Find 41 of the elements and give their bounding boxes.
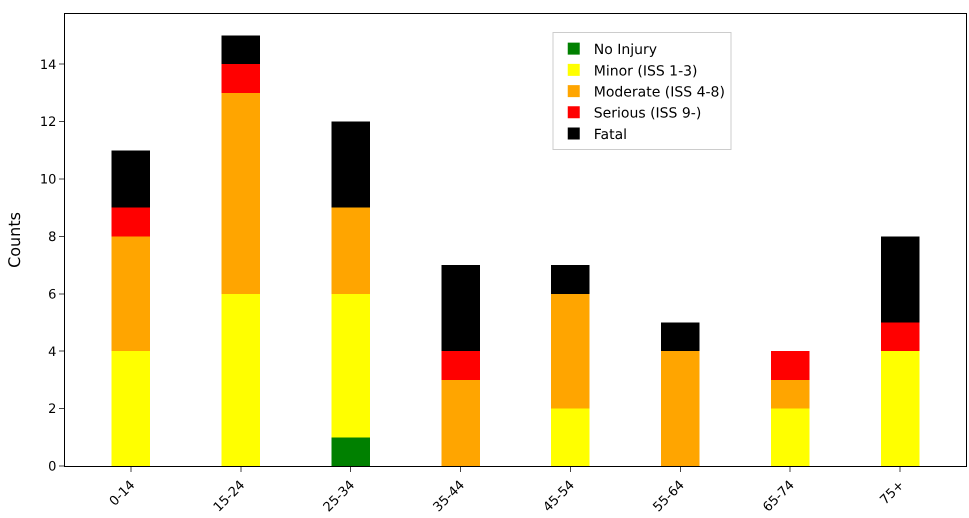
y-tick-label: 4 (48, 344, 56, 360)
bar (112, 150, 150, 208)
bar (441, 380, 480, 466)
y-tick-label: 0 (48, 460, 56, 475)
legend-label: Fatal (594, 126, 628, 143)
y-tick-label: 12 (40, 115, 56, 130)
bar (331, 122, 370, 208)
bar (551, 294, 590, 409)
y-tick-label: 14 (40, 58, 56, 73)
bar (112, 236, 150, 352)
legend-label: Moderate (ISS 4-8) (594, 84, 725, 101)
bar (551, 265, 590, 294)
y-tick-label: 8 (48, 230, 56, 245)
bar (880, 351, 920, 466)
y-tick-label: 6 (48, 287, 56, 302)
y-tick-label: 2 (48, 402, 56, 418)
y-tick-label: 10 (40, 172, 56, 188)
legend-label: Serious (ISS 9-) (594, 106, 702, 122)
legend-label: No Injury (594, 42, 658, 58)
bar (661, 322, 700, 352)
bar (331, 208, 370, 294)
bar (222, 36, 260, 64)
bar (112, 208, 150, 236)
bar (222, 92, 260, 294)
bar (880, 236, 920, 323)
bar (222, 64, 260, 93)
bar (770, 380, 810, 409)
bar (880, 322, 920, 352)
bar (441, 351, 480, 380)
bar (661, 351, 700, 466)
bar (331, 294, 370, 438)
bar (441, 265, 480, 352)
bar (551, 408, 590, 466)
x-tick-label: 75+ (877, 478, 908, 508)
y-axis-title: Counts (4, 212, 24, 268)
bar (112, 351, 150, 466)
bar (222, 294, 260, 466)
bar (770, 351, 810, 380)
bar (770, 408, 810, 466)
legend-label: Minor (ISS 1-3) (594, 63, 698, 80)
bar (331, 437, 370, 466)
